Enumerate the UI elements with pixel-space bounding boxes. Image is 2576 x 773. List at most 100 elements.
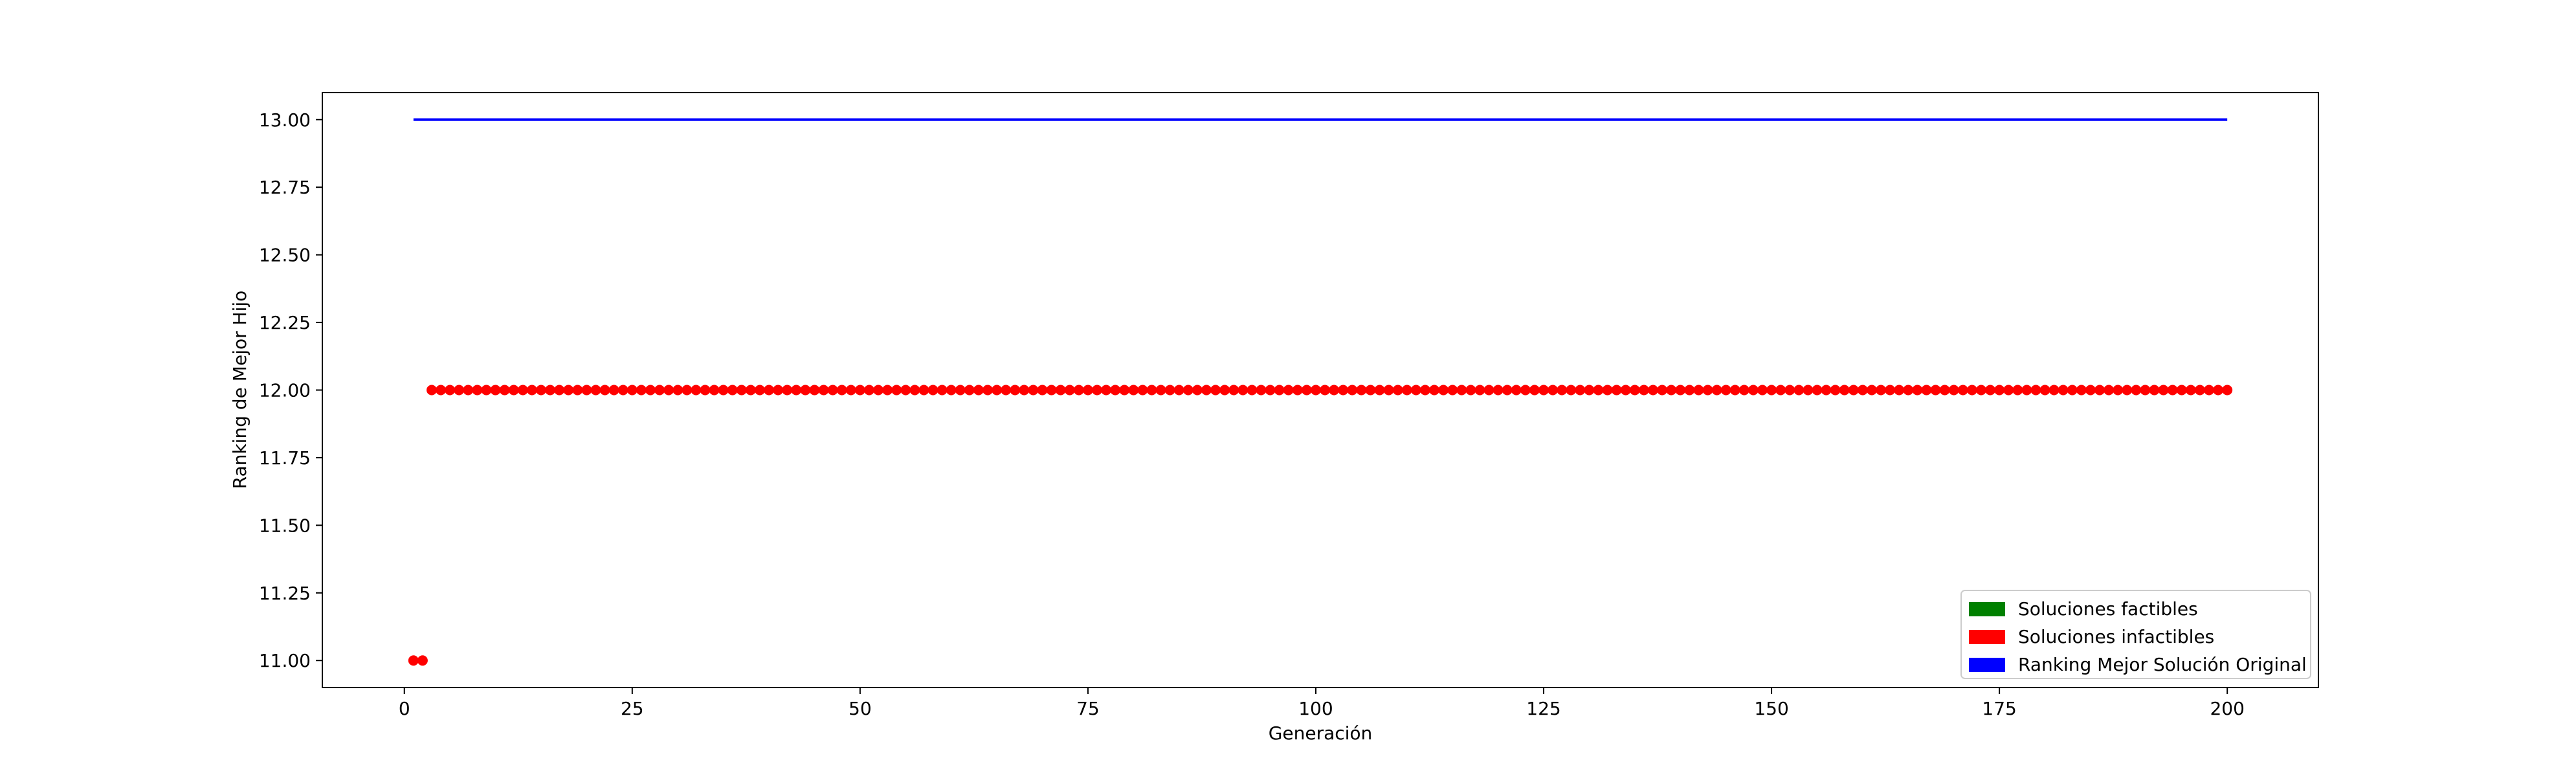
y-axis-label: Ranking de Mejor Hijo bbox=[229, 291, 250, 489]
data-point bbox=[1912, 385, 1923, 396]
legend-swatch bbox=[1969, 658, 2005, 672]
data-point bbox=[1848, 385, 1859, 396]
data-point bbox=[983, 385, 993, 396]
data-point bbox=[1675, 385, 1686, 396]
data-point bbox=[1091, 385, 1102, 396]
data-point bbox=[2176, 385, 2187, 396]
data-point bbox=[709, 385, 720, 396]
data-point bbox=[1766, 385, 1777, 396]
data-point bbox=[700, 385, 711, 396]
data-point bbox=[617, 385, 628, 396]
data-point bbox=[1520, 385, 1531, 396]
data-point bbox=[2067, 385, 2078, 396]
y-tick-label: 11.25 bbox=[259, 583, 311, 604]
data-point bbox=[900, 385, 911, 396]
data-point bbox=[1283, 385, 1294, 396]
data-point bbox=[1548, 385, 1559, 396]
x-tick-label: 175 bbox=[1982, 698, 2016, 719]
data-point bbox=[1921, 385, 1932, 396]
data-point bbox=[1320, 385, 1331, 396]
data-point bbox=[1493, 385, 1504, 396]
data-point bbox=[2076, 385, 2087, 396]
data-point bbox=[1265, 385, 1276, 396]
data-point bbox=[526, 385, 537, 396]
data-point bbox=[1620, 385, 1631, 396]
y-tick-label: 12.00 bbox=[259, 380, 311, 401]
data-point bbox=[2140, 385, 2151, 396]
data-point bbox=[1447, 385, 1458, 396]
data-point bbox=[1001, 385, 1012, 396]
data-point bbox=[1301, 385, 1312, 396]
data-point bbox=[1711, 385, 1722, 396]
data-point bbox=[417, 655, 428, 666]
data-point bbox=[782, 385, 793, 396]
data-point bbox=[809, 385, 820, 396]
data-point bbox=[682, 385, 693, 396]
data-point bbox=[946, 385, 957, 396]
data-point bbox=[1429, 385, 1440, 396]
data-point bbox=[463, 385, 474, 396]
data-point bbox=[727, 385, 738, 396]
y-tick-label: 12.50 bbox=[259, 245, 311, 266]
data-point bbox=[1985, 385, 1996, 396]
data-point bbox=[1812, 385, 1823, 396]
data-point bbox=[1876, 385, 1887, 396]
x-tick-label: 200 bbox=[2210, 698, 2244, 719]
x-axis: 0 25 50 75 100 125 150 175 200 bbox=[399, 688, 2245, 719]
data-point bbox=[1557, 385, 1568, 396]
data-point bbox=[754, 385, 765, 396]
data-point bbox=[445, 385, 456, 396]
legend-swatch bbox=[1969, 630, 2005, 644]
data-point bbox=[2085, 385, 2096, 396]
data-point bbox=[1948, 385, 1959, 396]
data-point bbox=[873, 385, 884, 396]
y-tick-label: 11.50 bbox=[259, 515, 311, 536]
data-point bbox=[1930, 385, 1941, 396]
legend-box bbox=[1960, 590, 2311, 679]
x-tick-label: 150 bbox=[1754, 698, 1788, 719]
data-point bbox=[1210, 385, 1221, 396]
data-point bbox=[718, 385, 729, 396]
data-point bbox=[2122, 385, 2133, 396]
data-point bbox=[845, 385, 856, 396]
data-point bbox=[1374, 385, 1385, 396]
data-point bbox=[1155, 385, 1166, 396]
data-point bbox=[1192, 385, 1203, 396]
data-point bbox=[1082, 385, 1093, 396]
data-point bbox=[937, 385, 948, 396]
data-point bbox=[2158, 385, 2169, 396]
data-point bbox=[563, 385, 574, 396]
data-point bbox=[1483, 385, 1494, 396]
data-point bbox=[854, 385, 865, 396]
data-point bbox=[918, 385, 929, 396]
data-point bbox=[863, 385, 874, 396]
data-point bbox=[1219, 385, 1230, 396]
data-point bbox=[1584, 385, 1595, 396]
data-point bbox=[408, 655, 419, 666]
data-point bbox=[1201, 385, 1212, 396]
y-tick-label: 11.75 bbox=[259, 447, 311, 469]
data-point bbox=[1784, 385, 1795, 396]
data-point bbox=[1866, 385, 1877, 396]
data-point bbox=[499, 385, 510, 396]
data-point bbox=[1329, 385, 1340, 396]
data-point bbox=[1401, 385, 1412, 396]
data-point bbox=[745, 385, 756, 396]
data-point bbox=[1028, 385, 1039, 396]
data-point bbox=[1529, 385, 1540, 396]
x-tick-label: 125 bbox=[1526, 698, 1560, 719]
data-point bbox=[927, 385, 938, 396]
data-point bbox=[1347, 385, 1358, 396]
data-point bbox=[1693, 385, 1704, 396]
data-point bbox=[955, 385, 966, 396]
data-point bbox=[2021, 385, 2032, 396]
data-point bbox=[1803, 385, 1814, 396]
data-point bbox=[1821, 385, 1832, 396]
data-point bbox=[1502, 385, 1513, 396]
data-point bbox=[1994, 385, 2005, 396]
x-tick-label: 50 bbox=[849, 698, 872, 719]
data-point bbox=[1128, 385, 1139, 396]
data-point bbox=[1538, 385, 1549, 396]
data-point bbox=[909, 385, 920, 396]
data-point bbox=[436, 385, 447, 396]
